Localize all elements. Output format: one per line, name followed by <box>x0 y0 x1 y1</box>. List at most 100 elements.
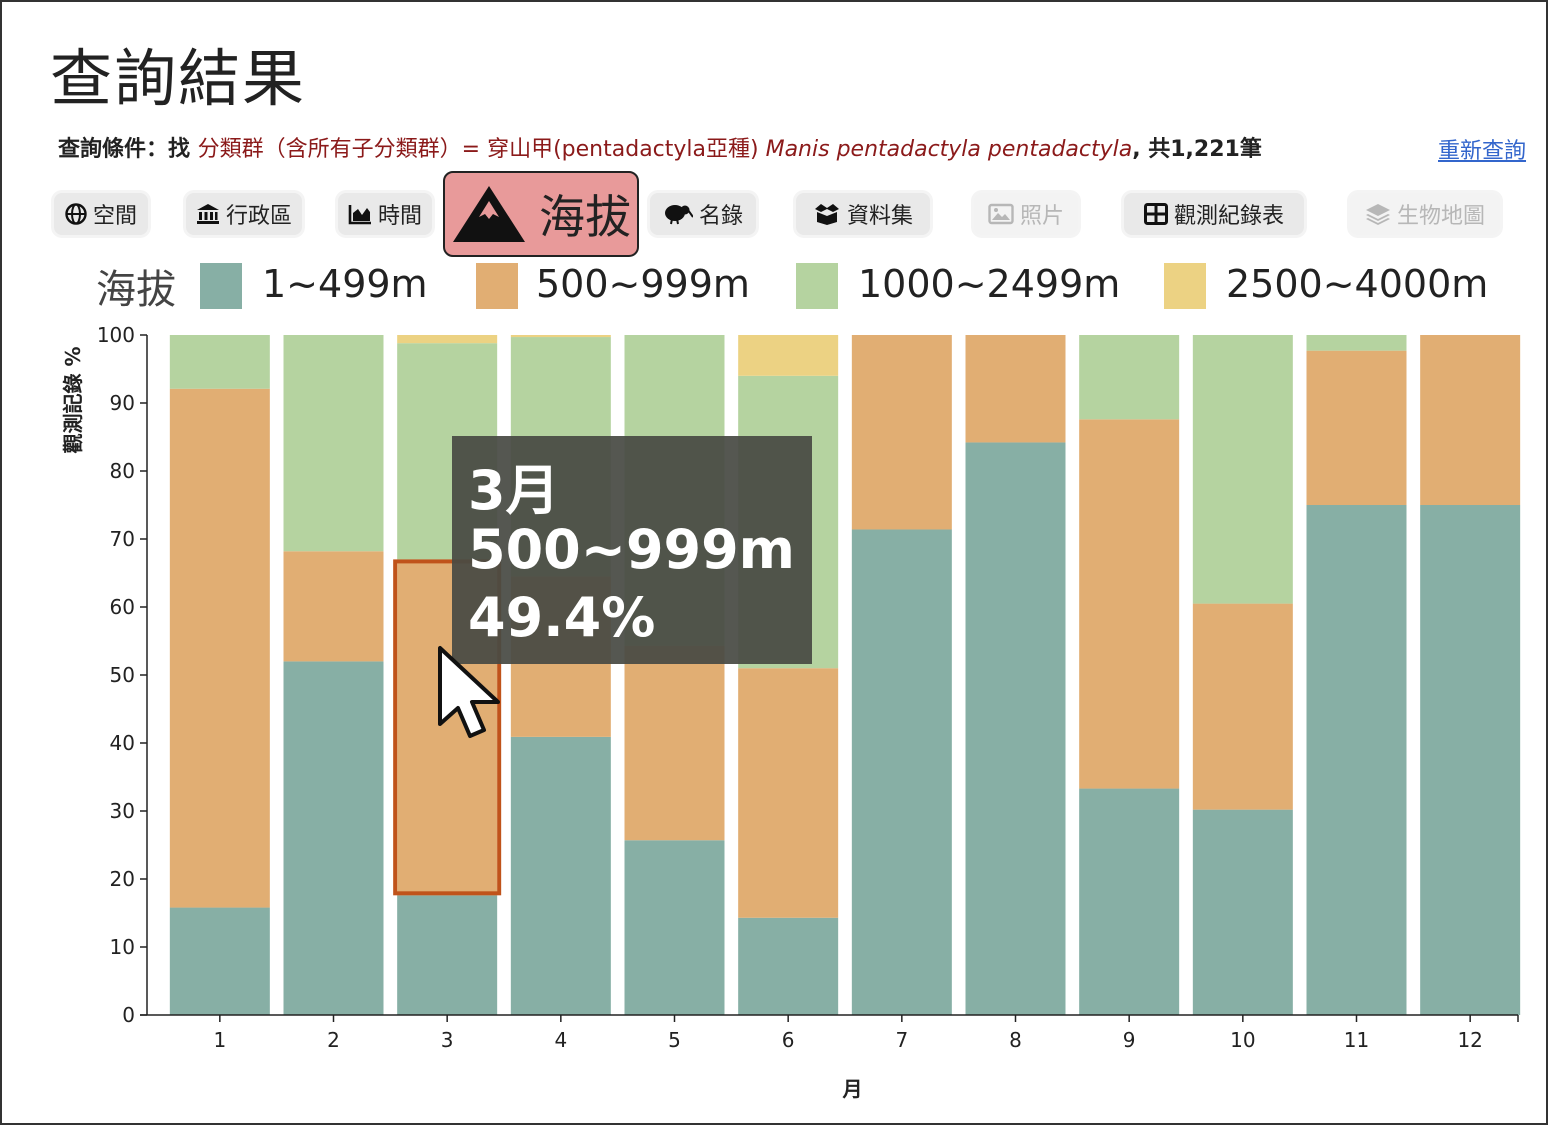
tab-checklist[interactable]: 名錄 <box>650 193 756 235</box>
mountain-icon <box>453 186 525 242</box>
tab-elevation[interactable]: 海拔 <box>443 171 639 257</box>
tab-label: 生物地圖 <box>1396 204 1485 229</box>
x-tick-label: 3 <box>441 1028 454 1052</box>
bar-segment-m3-s1[interactable] <box>397 895 498 1015</box>
bar-segment-m11-s3[interactable] <box>1306 335 1407 351</box>
bar-segment-m7-s1[interactable] <box>851 529 952 1015</box>
tooltip-series: 500~999m <box>468 518 795 581</box>
bar-segment-m3-s4[interactable] <box>397 335 498 344</box>
bar-segment-m6-s1[interactable] <box>738 917 839 1015</box>
globe-icon <box>65 203 87 225</box>
tab-label: 空間 <box>92 204 137 229</box>
tab-label: 資料集 <box>846 204 913 229</box>
legend-swatch-3 <box>796 263 838 309</box>
tooltip-month: 3月 <box>468 459 560 522</box>
bar-segment-m1-s1[interactable] <box>169 907 270 1015</box>
y-tick-label: 10 <box>110 935 135 959</box>
x-tick-label: 10 <box>1230 1028 1255 1052</box>
bar-segment-m9-s3[interactable] <box>1079 335 1180 420</box>
x-tick-label: 5 <box>668 1028 681 1052</box>
bar-segment-m12-s2[interactable] <box>1420 335 1521 505</box>
image-icon <box>988 203 1014 225</box>
tab-label: 名錄 <box>698 204 743 229</box>
bar-segment-m6-s2[interactable] <box>738 668 839 918</box>
chart-tooltip: 3月 500~999m 49.4% <box>452 436 812 664</box>
x-tick-label: 4 <box>554 1028 567 1052</box>
bar-segment-m2-s2[interactable] <box>283 551 384 662</box>
tab-label: 時間 <box>377 204 422 229</box>
y-tick-label: 80 <box>110 459 135 483</box>
tab-admin-region[interactable]: 行政區 <box>186 193 302 235</box>
bar-segment-m6-s4[interactable] <box>738 335 839 376</box>
y-tick-label: 90 <box>110 391 135 415</box>
tab-photos: 照片 <box>974 193 1078 235</box>
tab-label: 海拔 <box>539 190 631 244</box>
bar-segment-m11-s2[interactable] <box>1306 350 1407 505</box>
legend-label-1: 1~499m <box>262 262 428 306</box>
bank-icon <box>196 204 219 224</box>
query-prefix: 查詢條件：找 <box>58 137 198 162</box>
query-taxon: 分類群（含所有子分類群）= 穿山甲(pentadactyla亞種) <box>197 137 766 162</box>
x-tick-label: 6 <box>782 1028 795 1052</box>
x-tick-label: 7 <box>895 1028 908 1052</box>
y-axis-label: 觀測記錄 % <box>61 346 85 453</box>
tab-observation-table[interactable]: 觀測紀錄表 <box>1124 193 1304 235</box>
requery-link[interactable]: 重新查詢 <box>1438 139 1527 164</box>
legend-title: 海拔 <box>96 267 176 313</box>
bar-segment-m4-s1[interactable] <box>510 736 611 1015</box>
tab-label: 行政區 <box>225 204 292 229</box>
bar-segment-m7-s2[interactable] <box>851 335 952 530</box>
bar-segment-m5-s2[interactable] <box>624 645 725 841</box>
x-tick-label: 11 <box>1344 1028 1369 1052</box>
tab-dataset[interactable]: 資料集 <box>796 193 930 235</box>
bar-segment-m4-s4[interactable] <box>510 335 611 338</box>
y-tick-label: 0 <box>122 1003 135 1027</box>
legend-swatch-1 <box>200 263 242 309</box>
query-conditions: 查詢條件：找 分類群（含所有子分類群）= 穿山甲(pentadactyla亞種)… <box>58 131 1526 164</box>
x-tick-label: 12 <box>1457 1028 1482 1052</box>
layers-icon <box>1365 204 1390 225</box>
kiwi-bird-icon <box>664 205 693 225</box>
y-tick-label: 40 <box>110 731 135 755</box>
x-tick-label: 8 <box>1009 1028 1022 1052</box>
x-tick-label: 9 <box>1123 1028 1136 1052</box>
bar-segment-m1-s2[interactable] <box>169 388 270 908</box>
bar-segment-m8-s1[interactable] <box>965 442 1066 1015</box>
y-tick-label: 50 <box>110 663 135 687</box>
highlight-box <box>393 559 502 896</box>
bar-segment-m2-s3[interactable] <box>283 335 384 552</box>
bar-segment-m11-s1[interactable] <box>1306 505 1407 1015</box>
box-open-icon <box>814 204 839 225</box>
bar-segment-m10-s2[interactable] <box>1192 603 1293 810</box>
x-axis-label: 月 <box>842 1077 863 1101</box>
legend-swatch-2 <box>476 263 518 309</box>
y-tick-label: 60 <box>110 595 135 619</box>
y-tick-label: 30 <box>110 799 135 823</box>
area-chart-icon <box>348 205 371 225</box>
tooltip-value: 49.4% <box>468 586 656 649</box>
legend-label-2: 500~999m <box>536 262 750 306</box>
bar-segment-m12-s1[interactable] <box>1420 505 1521 1015</box>
bar-segment-m2-s1[interactable] <box>283 661 384 1015</box>
tab-bio-map: 生物地圖 <box>1350 193 1500 235</box>
y-tick-label: 100 <box>97 323 135 347</box>
y-tick-label: 20 <box>110 867 135 891</box>
tab-label: 觀測紀錄表 <box>1173 204 1284 229</box>
bar-segment-m10-s3[interactable] <box>1192 335 1293 604</box>
bar-segment-m1-s3[interactable] <box>169 335 270 389</box>
y-tick-label: 70 <box>110 527 135 551</box>
chart-bars <box>169 335 1521 1015</box>
page-title: 查詢結果 <box>50 42 307 115</box>
bar-segment-m9-s1[interactable] <box>1079 788 1180 1015</box>
x-tick-label: 2 <box>327 1028 340 1052</box>
bar-segment-m10-s1[interactable] <box>1192 809 1293 1015</box>
bar-segment-m5-s1[interactable] <box>624 840 725 1015</box>
mouse-pointer-icon <box>438 646 500 738</box>
legend-label-4: 2500~4000m <box>1226 262 1489 306</box>
tab-space[interactable]: 空間 <box>54 193 148 235</box>
bar-segment-m8-s2[interactable] <box>965 335 1066 443</box>
tab-time[interactable]: 時間 <box>338 193 432 235</box>
bar-segment-m9-s2[interactable] <box>1079 419 1180 789</box>
